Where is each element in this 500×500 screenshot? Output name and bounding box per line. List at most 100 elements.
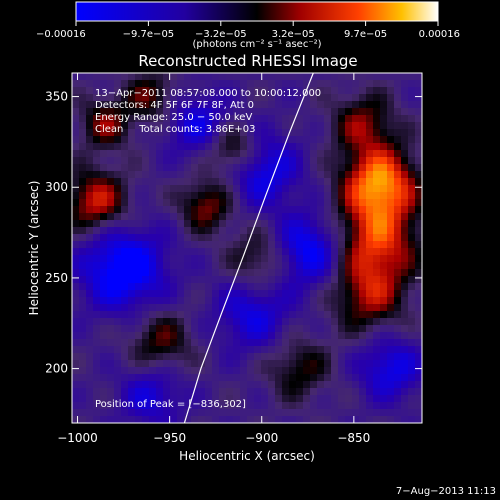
heatmap-cell <box>324 220 332 228</box>
heatmap-cell <box>107 276 115 284</box>
heatmap-cell <box>226 318 234 326</box>
heatmap-cell <box>373 290 381 298</box>
heatmap-cell <box>345 360 353 368</box>
heatmap-cell <box>233 304 241 312</box>
heatmap-cell <box>205 409 213 417</box>
heatmap-cell <box>261 241 269 249</box>
heatmap-cell <box>415 311 422 319</box>
heatmap-cell <box>205 143 213 151</box>
heatmap-cell <box>275 185 283 193</box>
heatmap-cell <box>352 80 360 88</box>
heatmap-cell <box>415 206 422 214</box>
heatmap-cell <box>156 395 164 403</box>
heatmap-cell <box>198 297 206 305</box>
heatmap-cell <box>212 346 220 354</box>
heatmap-cell <box>275 409 283 417</box>
heatmap-cell <box>107 94 115 102</box>
heatmap-cell <box>247 227 255 235</box>
heatmap-cell <box>296 185 304 193</box>
heatmap-cell <box>408 227 416 235</box>
heatmap-cell <box>303 360 311 368</box>
heatmap-cell <box>373 220 381 228</box>
heatmap-cell <box>268 73 276 81</box>
heatmap-cell <box>296 276 304 284</box>
heatmap-cell <box>282 318 290 326</box>
heatmap-cell <box>149 213 157 221</box>
heatmap-cell <box>317 101 325 109</box>
heatmap-cell <box>170 325 178 333</box>
heatmap-cell <box>310 199 318 207</box>
heatmap-cell <box>415 178 422 186</box>
heatmap-cell <box>170 388 178 396</box>
heatmap-cell <box>184 178 192 186</box>
heatmap-cell <box>79 234 87 242</box>
heatmap-cell <box>156 87 164 95</box>
heatmap-cell <box>352 108 360 116</box>
heatmap-cell <box>261 122 269 130</box>
heatmap-cell <box>415 367 422 375</box>
heatmap-cell <box>86 143 94 151</box>
heatmap-cell <box>324 304 332 312</box>
heatmap-cell <box>289 227 297 235</box>
heatmap-cell <box>149 129 157 137</box>
heatmap-cell <box>317 143 325 151</box>
heatmap-cell <box>86 115 94 123</box>
heatmap-cell <box>268 276 276 284</box>
heatmap-cell <box>135 143 143 151</box>
heatmap-cell <box>394 150 402 158</box>
heatmap-cell <box>289 367 297 375</box>
heatmap-cell <box>387 150 395 158</box>
heatmap-cell <box>310 339 318 347</box>
heatmap-cell <box>366 150 374 158</box>
heatmap-cell <box>247 206 255 214</box>
heatmap-cell <box>380 304 388 312</box>
heatmap-cell <box>128 409 136 417</box>
heatmap-cell <box>352 150 360 158</box>
heatmap-cell <box>191 108 199 116</box>
heatmap-cell <box>345 332 353 340</box>
heatmap-cell <box>114 325 122 333</box>
heatmap-cell <box>366 178 374 186</box>
heatmap-cell <box>163 262 171 270</box>
heatmap-cell <box>107 395 115 403</box>
heatmap-cell <box>100 332 108 340</box>
heatmap-cell <box>296 206 304 214</box>
heatmap-cell <box>331 339 339 347</box>
heatmap-cell <box>184 248 192 256</box>
heatmap-cell <box>156 290 164 298</box>
heatmap-cell <box>268 381 276 389</box>
heatmap-cell <box>373 122 381 130</box>
heatmap-cell <box>170 80 178 88</box>
heatmap-cell <box>114 304 122 312</box>
heatmap-cell <box>128 332 136 340</box>
heatmap-cell <box>324 360 332 368</box>
heatmap-cell <box>415 262 422 270</box>
heatmap-cell <box>408 325 416 333</box>
heatmap-cell <box>177 388 185 396</box>
solar-limb-line <box>183 73 314 423</box>
heatmap-cell <box>86 108 94 116</box>
heatmap-cell <box>387 402 395 410</box>
heatmap-cell <box>114 150 122 158</box>
heatmap-cell <box>142 164 150 172</box>
heatmap-cell <box>296 311 304 319</box>
heatmap-cell <box>156 199 164 207</box>
heatmap-cell <box>247 115 255 123</box>
heatmap-cell <box>240 346 248 354</box>
heatmap-cell <box>359 94 367 102</box>
heatmap-cell <box>93 164 101 172</box>
heatmap-cell <box>219 360 227 368</box>
heatmap-cell <box>408 332 416 340</box>
heatmap-cell <box>359 262 367 270</box>
heatmap-cell <box>254 269 262 277</box>
heatmap-cell <box>184 129 192 137</box>
heatmap-cell <box>380 80 388 88</box>
heatmap-cell <box>380 122 388 130</box>
heatmap-cell <box>408 80 416 88</box>
heatmap-cell <box>261 269 269 277</box>
heatmap-cell <box>93 297 101 305</box>
heatmap-cell <box>107 115 115 123</box>
heatmap-cell <box>79 276 87 284</box>
heatmap-cell <box>107 157 115 165</box>
heatmap-cell <box>191 178 199 186</box>
